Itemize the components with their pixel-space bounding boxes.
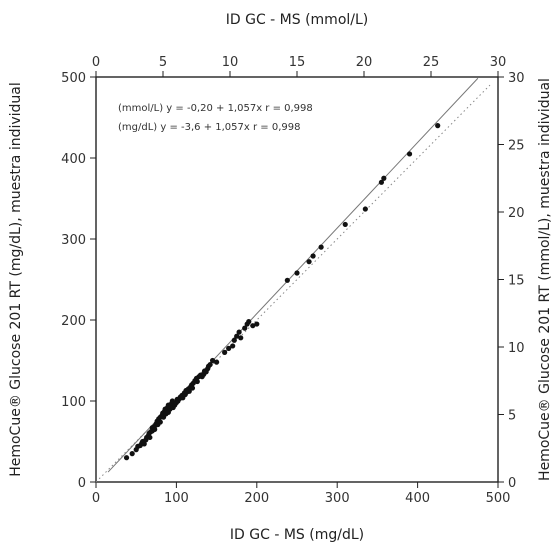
left-tick-label: 200 — [61, 314, 86, 329]
data-point — [381, 175, 387, 181]
data-point — [169, 398, 175, 404]
top-tick-label: 10 — [222, 55, 239, 70]
data-point — [194, 378, 200, 385]
data-point — [318, 244, 324, 250]
top-tick-label: 5 — [159, 55, 167, 70]
left-tick-label: 300 — [61, 233, 86, 248]
data-point — [362, 206, 368, 212]
right-tick-label: 25 — [508, 139, 525, 154]
right-tick-label: 5 — [508, 409, 516, 424]
data-point — [152, 426, 158, 432]
data-point — [123, 455, 130, 461]
right-tick-label: 0 — [508, 476, 516, 491]
right-tick-label: 30 — [508, 71, 525, 86]
data-point — [230, 343, 236, 349]
data-point — [236, 329, 242, 335]
data-point — [250, 323, 256, 329]
data-point — [238, 335, 244, 341]
data-point — [342, 221, 348, 228]
left-tick-label: 400 — [61, 152, 86, 167]
data-point — [157, 419, 163, 425]
data-point — [242, 325, 248, 331]
data-point — [231, 337, 237, 343]
right-tick-label: 15 — [508, 274, 525, 289]
right-tick-label: 10 — [508, 341, 525, 356]
bottom-tick-label: 300 — [325, 491, 350, 506]
top-tick-label: 15 — [289, 55, 306, 70]
data-point — [406, 151, 413, 157]
top-tick-label: 25 — [423, 55, 440, 70]
bottom-tick-label: 0 — [92, 491, 100, 506]
identity-line — [95, 84, 491, 483]
left-axis-title: HemoCue® Glucose 201 RT (mg/dL), muestra… — [8, 82, 24, 477]
bottom-tick-label: 400 — [405, 491, 430, 506]
top-tick-label: 30 — [490, 55, 507, 70]
bottom-axis-title: ID GC - MS (mg/dL) — [230, 527, 364, 543]
data-point — [226, 345, 232, 351]
data-point — [222, 349, 228, 355]
top-tick-label: 20 — [356, 55, 373, 70]
right-axis-title: HemoCue® Glucose 201 RT (mmol/L), muestr… — [537, 78, 553, 481]
data-point — [294, 270, 300, 276]
data-point — [189, 385, 196, 391]
data-point — [129, 451, 135, 457]
data-point — [435, 123, 441, 129]
bottom-tick-label: 200 — [244, 491, 269, 506]
data-point — [147, 434, 153, 441]
data-point — [207, 361, 213, 368]
data-point — [186, 388, 192, 394]
data-point — [141, 441, 147, 447]
data-point — [246, 319, 252, 325]
left-tick-label: 100 — [61, 395, 86, 410]
left-tick-label: 500 — [61, 71, 86, 86]
left-tick-label: 0 — [78, 476, 86, 491]
data-point — [214, 359, 220, 365]
data-point — [378, 179, 385, 185]
regression-annotation-mgdl: (mg/dL) y = -3,6 + 1,057x r = 0,998 — [118, 122, 300, 133]
top-tick-label: 0 — [92, 55, 100, 70]
top-axis-title: ID GC - MS (mmol/L) — [226, 12, 369, 28]
right-tick-label: 20 — [508, 206, 525, 221]
data-point — [209, 357, 216, 364]
data-point — [310, 253, 316, 259]
bottom-tick-label: 500 — [486, 491, 511, 506]
regression-annotation-mmol: (mmol/L) y = -0,20 + 1,057x r = 0,998 — [118, 103, 313, 114]
data-point — [254, 321, 260, 327]
data-point — [306, 259, 312, 265]
bottom-tick-label: 100 — [164, 491, 189, 506]
data-point — [234, 333, 240, 339]
data-point — [284, 277, 290, 283]
